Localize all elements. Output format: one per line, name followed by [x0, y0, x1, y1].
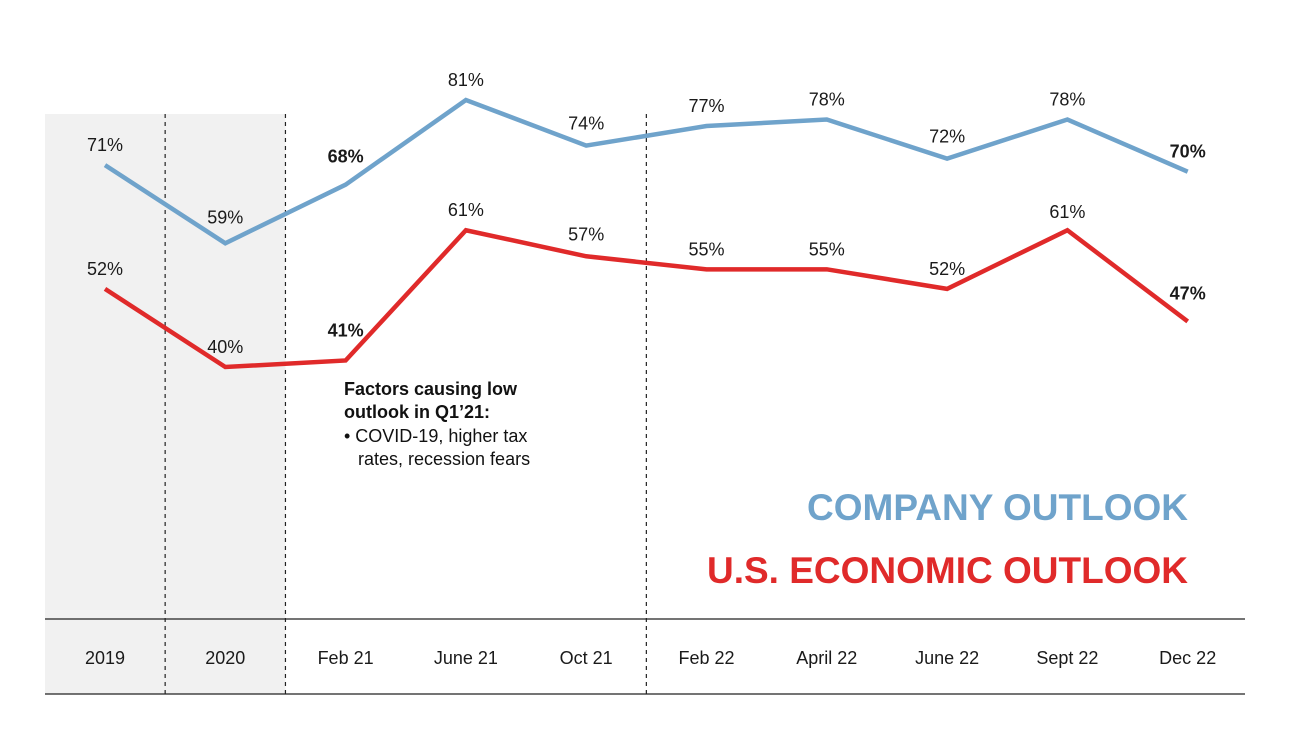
x-tick-label-8: Sept 22 — [1036, 648, 1098, 668]
legend-company-outlook: COMPANY OUTLOOK — [807, 487, 1188, 528]
data-label-company-6: 78% — [809, 90, 845, 110]
data-label-economic-3: 61% — [448, 200, 484, 220]
data-label-economic-5: 55% — [688, 239, 724, 259]
series-line-us-economic-outlook — [103, 227, 1190, 370]
annotation-bullet-line-2: rates, recession fears — [358, 449, 530, 469]
data-label-economic-4: 57% — [568, 224, 604, 244]
annotation-bullet-line-1: • COVID-19, higher tax — [344, 426, 527, 446]
data-label-company-9: 70% — [1170, 142, 1206, 162]
x-tick-label-0: 2019 — [85, 648, 125, 668]
legend: COMPANY OUTLOOK U.S. ECONOMIC OUTLOOK — [707, 487, 1188, 591]
data-label-company-8: 78% — [1049, 90, 1085, 110]
x-axis-ticks: 2019 2020 Feb 21 June 21 Oct 21 Feb 22 April 2… — [85, 648, 1216, 668]
data-label-company-0: 71% — [87, 135, 123, 155]
series-lines — [103, 97, 1190, 370]
series-line-company-outlook — [103, 97, 1189, 246]
x-tick-label-7: June 22 — [915, 648, 979, 668]
annotation-note: Factors causing low outlook in Q1’21: • … — [344, 379, 530, 469]
x-tick-label-9: Dec 22 — [1159, 648, 1216, 668]
data-label-company-7: 72% — [929, 127, 965, 147]
value-labels: 71% 59% 68% 81% 74% 77% 78% 72% 78% 70% 52% 40% 41% 6… — [87, 70, 1206, 357]
legend-us-economic-outlook: U.S. ECONOMIC OUTLOOK — [707, 550, 1188, 591]
x-tick-label-4: Oct 21 — [560, 648, 613, 668]
divider-layer — [45, 114, 1245, 695]
x-tick-label-1: 2020 — [205, 648, 245, 668]
annotation-title-line-2: outlook in Q1’21: — [344, 402, 490, 422]
annotation-title-line-1: Factors causing low — [344, 379, 518, 399]
data-label-economic-6: 55% — [809, 239, 845, 259]
data-label-economic-9: 47% — [1170, 283, 1206, 303]
x-tick-label-6: April 22 — [796, 648, 857, 668]
data-label-economic-1: 40% — [207, 337, 243, 357]
data-label-economic-7: 52% — [929, 259, 965, 279]
data-label-economic-0: 52% — [87, 259, 123, 279]
data-label-company-3: 81% — [448, 70, 484, 90]
data-label-economic-8: 61% — [1049, 202, 1085, 222]
x-tick-label-3: June 21 — [434, 648, 498, 668]
x-tick-label-5: Feb 22 — [678, 648, 734, 668]
data-label-company-1: 59% — [207, 207, 243, 227]
data-label-company-4: 74% — [568, 114, 604, 134]
data-label-economic-2: 41% — [328, 320, 364, 340]
data-label-company-2: 68% — [328, 147, 364, 167]
data-label-company-5: 77% — [688, 96, 724, 116]
x-tick-label-2: Feb 21 — [318, 648, 374, 668]
